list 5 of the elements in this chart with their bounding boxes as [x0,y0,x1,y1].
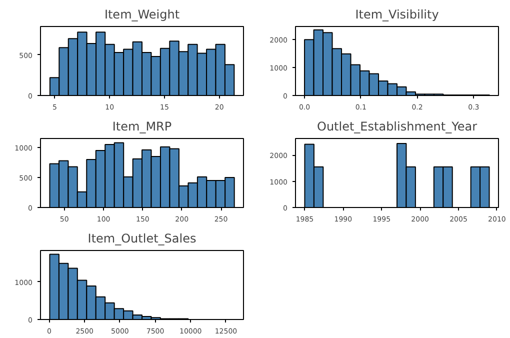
chart-title: Item_Weight [104,8,180,22]
chart-title: Item_Outlet_Sales [88,232,196,246]
chart-title: Item_Visibility [355,8,439,22]
chart-title: Item_MRP [112,120,172,134]
chart-title: Outlet_Establishment_Year [317,120,478,134]
